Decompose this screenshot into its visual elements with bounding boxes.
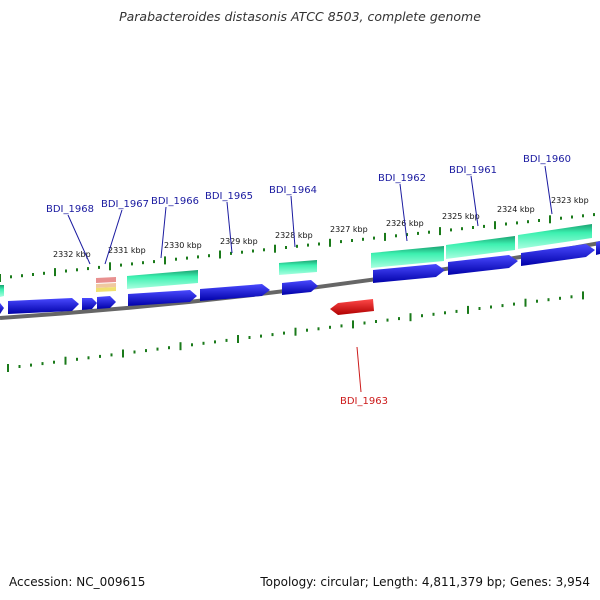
gene-arrow[interactable] xyxy=(521,244,595,266)
gene-label[interactable]: BDI_1965 xyxy=(205,191,253,202)
gene-arrow[interactable] xyxy=(448,255,518,275)
scale-label: 2325 kbp xyxy=(442,212,480,221)
gene-arrow[interactable] xyxy=(82,298,97,310)
gene-label[interactable]: BDI_1966 xyxy=(151,196,199,207)
gene-arrow[interactable] xyxy=(0,303,4,314)
scale-label: 2329 kbp xyxy=(220,237,258,246)
gene-label-leaders xyxy=(67,165,553,393)
gene-label[interactable]: BDI_1960 xyxy=(523,154,571,165)
scale-label: 2330 kbp xyxy=(164,241,202,250)
rna-feature[interactable] xyxy=(446,236,515,259)
rna-feature[interactable] xyxy=(96,283,116,288)
gene-label[interactable]: BDI_1968 xyxy=(46,204,94,215)
gene-label[interactable]: BDI_1967 xyxy=(101,199,149,210)
genome-summary: Topology: circular; Length: 4,811,379 bp… xyxy=(260,575,590,589)
rna-feature[interactable] xyxy=(279,260,317,275)
gene-arrow[interactable] xyxy=(282,280,318,295)
rna-feature[interactable] xyxy=(96,277,116,283)
gene-label[interactable]: BDI_1961 xyxy=(449,165,497,176)
gene-arrow[interactable] xyxy=(373,264,445,283)
rna-feature[interactable] xyxy=(371,246,444,268)
page-title: Parabacteroides distasonis ATCC 8503, co… xyxy=(119,9,481,24)
gene-label-reverse[interactable]: BDI_1963 xyxy=(340,396,388,407)
rna-feature[interactable] xyxy=(96,287,116,292)
scale-label: 2332 kbp xyxy=(53,250,91,259)
rna-feature[interactable] xyxy=(127,270,198,289)
gene-label[interactable]: BDI_1962 xyxy=(378,173,426,184)
gene-arrow[interactable] xyxy=(596,241,600,255)
scale-label: 2331 kbp xyxy=(108,246,146,255)
outer-scale-ticks xyxy=(0,213,595,282)
gene-label[interactable]: BDI_1964 xyxy=(269,185,317,196)
rna-feature[interactable] xyxy=(518,224,592,249)
scale-label: 2324 kbp xyxy=(497,205,535,214)
rna-features xyxy=(0,224,592,297)
scale-label: 2323 kbp xyxy=(551,196,589,205)
gene-arrow[interactable] xyxy=(8,298,79,314)
inner-scale-ticks xyxy=(7,291,584,372)
forward-genes xyxy=(0,241,600,314)
rna-feature[interactable] xyxy=(0,285,4,297)
accession-text: Accession: NC_009615 xyxy=(9,575,146,589)
gene-arrow[interactable] xyxy=(200,284,270,301)
scale-label: 2327 kbp xyxy=(330,225,368,234)
gene-arrow-reverse[interactable] xyxy=(330,299,374,315)
gene-arrow[interactable] xyxy=(97,296,116,309)
gene-arrow[interactable] xyxy=(128,290,197,306)
gene-labels: BDI_1968 BDI_1967 BDI_1966 BDI_1965 BDI_… xyxy=(46,154,571,407)
